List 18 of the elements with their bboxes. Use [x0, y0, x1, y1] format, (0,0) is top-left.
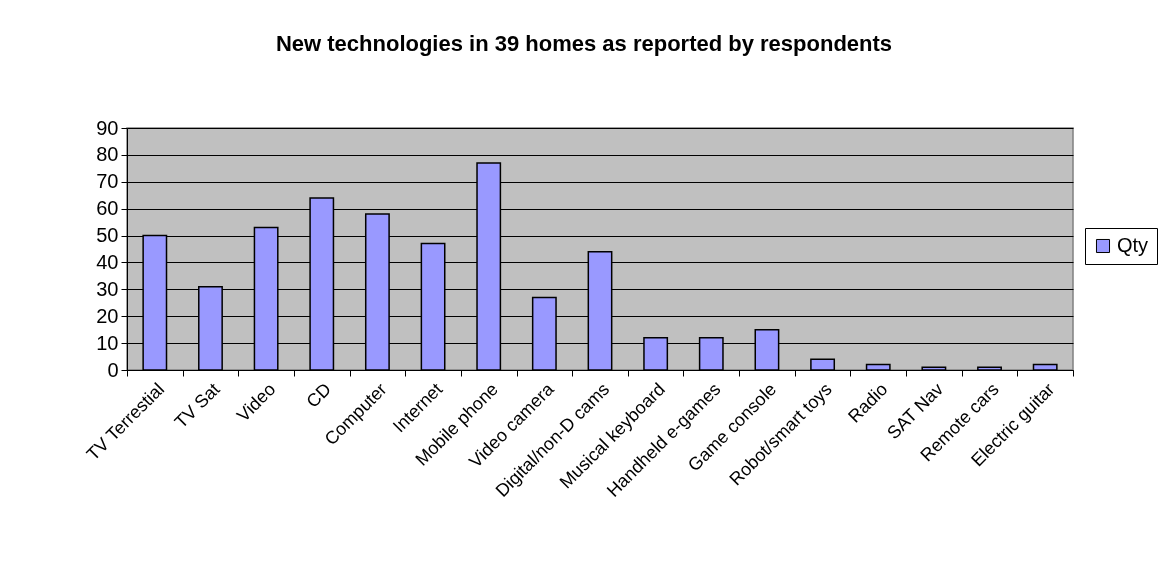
- y-tick-label: 90: [96, 116, 119, 139]
- y-tick-label: 40: [96, 250, 119, 273]
- bar: [1032, 363, 1058, 371]
- y-tick-label: 70: [96, 170, 119, 193]
- bar: [977, 366, 1002, 371]
- bar: [921, 366, 947, 371]
- bar: [865, 363, 891, 371]
- y-tick-label: 60: [96, 197, 119, 220]
- legend-label: Qty: [1117, 234, 1149, 256]
- y-tick-label: 30: [96, 277, 119, 300]
- y-tick-label: 0: [107, 358, 119, 381]
- bar: [810, 358, 836, 371]
- y-tick-label: 80: [96, 143, 119, 166]
- x-tick-label: TV Sat: [170, 379, 224, 433]
- chart-title: New technologies in 39 homes as reported by respondents: [275, 31, 893, 56]
- y-tick-label: 50: [96, 224, 119, 247]
- y-tick-label: 10: [96, 331, 119, 354]
- y-tick-label: 20: [96, 304, 119, 327]
